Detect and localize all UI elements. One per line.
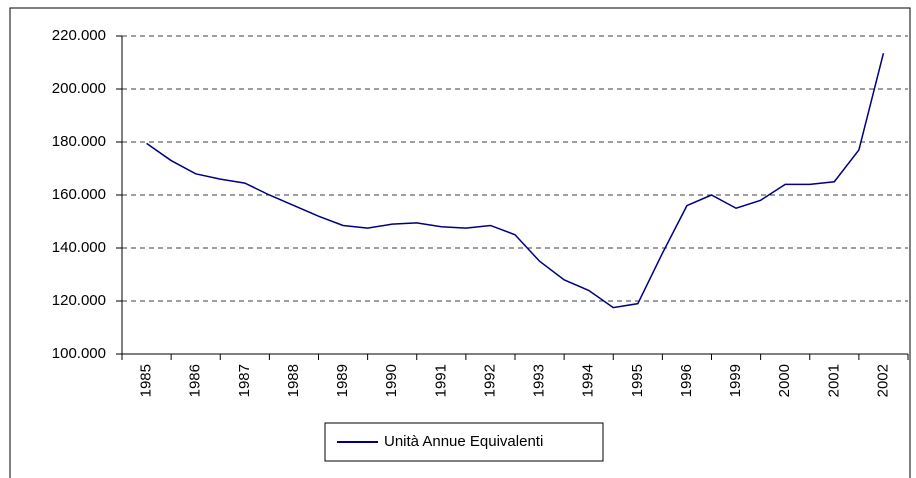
y-tick-label: 100.000 [52,345,106,362]
x-tick-label: 1991 [432,364,449,397]
x-tick-label: 2001 [825,364,842,397]
x-tick-label: 1986 [187,364,204,397]
legend-label: Unità Annue Equivalenti [384,433,543,450]
y-tick-label: 220.000 [52,27,106,44]
y-tick-label: 200.000 [52,80,106,97]
x-tick-label: 1988 [285,364,302,397]
x-tick-label: 1995 [629,364,646,397]
x-tick-label: 1999 [727,364,744,397]
y-tick-label: 180.000 [52,133,106,150]
x-tick-label: 1990 [383,364,400,397]
x-tick-label: 1985 [138,364,155,397]
y-tick-label: 140.000 [52,239,106,256]
legend: Unità Annue Equivalenti [324,422,604,462]
line [146,53,885,309]
x-tick-label: 1996 [678,364,695,397]
x-tick-label: 1992 [481,364,498,397]
chart-border [9,7,911,478]
y-tick-label: 160.000 [52,186,106,203]
x-tick-label: 2002 [874,364,891,397]
x-tick-label: 2000 [776,364,793,397]
y-tick-label: 120.000 [52,292,106,309]
x-tick-label: 1989 [334,364,351,397]
x-tick-label: 1993 [531,364,548,397]
x-tick-label: 1994 [580,364,597,397]
x-tick-label: 1987 [236,364,253,397]
